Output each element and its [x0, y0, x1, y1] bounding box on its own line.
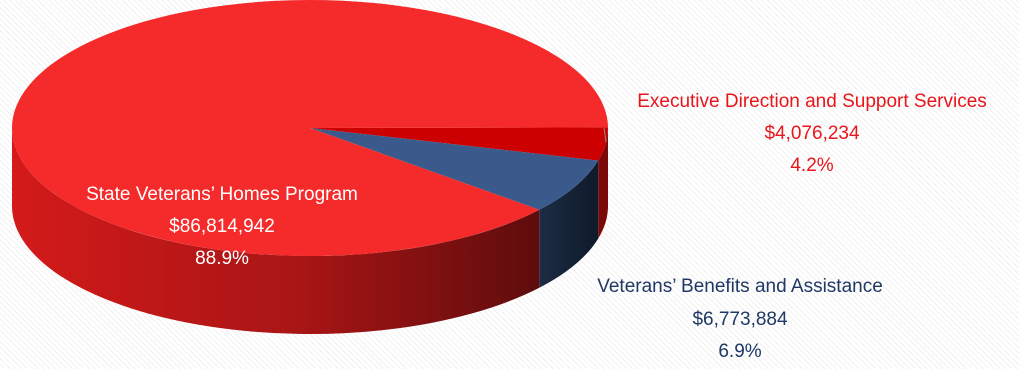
slice-label-percent: 6.9% — [718, 341, 761, 362]
slice-label-value: $6,773,884 — [692, 309, 788, 330]
slice-label-value: $4,076,234 — [764, 123, 860, 144]
slice-label-executive-direction: Executive Direction and Support Services… — [637, 91, 987, 176]
pie-top — [12, 0, 608, 256]
slice-state-veterans-homes-side — [12, 128, 540, 334]
slice-label-percent: 4.2% — [790, 155, 833, 176]
slice-label-name: Executive Direction and Support Services — [637, 91, 987, 112]
leader-line — [603, 127, 607, 143]
slice-label-veterans-benefits: Veterans’ Benefits and Assistance $6,773… — [597, 276, 883, 362]
slice-executive-direction-side — [598, 128, 608, 239]
pie-sides — [12, 128, 608, 334]
slice-veterans-benefits — [310, 128, 599, 210]
slice-label-percent: 88.9% — [195, 248, 249, 269]
slice-state-veterans-homes — [12, 0, 608, 256]
slice-veterans-benefits-side — [539, 160, 599, 288]
slice-label-state-veterans-homes: State Veterans’ Homes Program $86,814,94… — [86, 184, 358, 269]
slice-executive-direction — [310, 127, 608, 161]
slice-label-name: State Veterans’ Homes Program — [86, 184, 358, 205]
slice-label-value: $86,814,942 — [169, 216, 275, 237]
slice-label-name: Veterans’ Benefits and Assistance — [597, 276, 883, 297]
